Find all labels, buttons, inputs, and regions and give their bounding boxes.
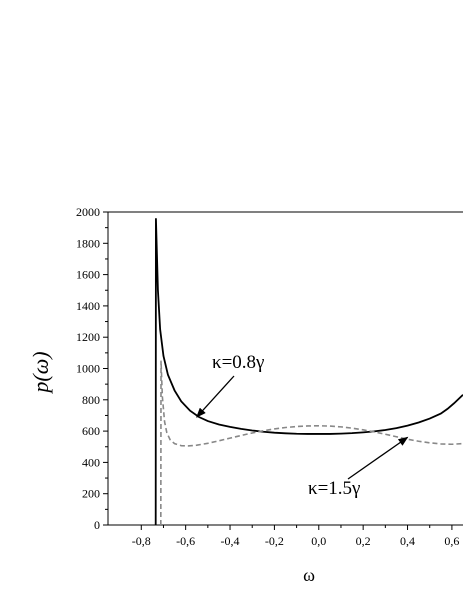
x-axis-title: ω [303,565,315,585]
y-tick-label: 1600 [76,268,100,282]
x-tick-label: 0,4 [400,534,415,548]
annotation-arrow [347,436,409,480]
y-tick-label: 1200 [76,330,100,344]
x-tick-label: -0,4 [221,534,240,548]
y-tick-label: 1800 [76,236,100,250]
x-axis: -0,8 -0,6 -0,4 -0,2 0,0 0,2 0,4 0,6 [132,525,459,548]
y-tick-label: 400 [82,455,100,469]
y-tick-label: 0 [94,518,100,532]
y-axis-title: p(ω) [28,351,53,394]
y-tick-label: 1400 [76,299,100,313]
y-tick-label: 600 [82,424,100,438]
x-tick-label: -0,2 [265,534,284,548]
y-tick-label: 800 [82,393,100,407]
y-tick-label: 200 [82,487,100,501]
x-tick-label: -0,8 [132,534,151,548]
series-line-kappa-0-8 [154,218,463,525]
annotation-kappa-1-5: κ=1.5γ [308,478,360,499]
annotations: κ=0.8γ κ=1.5γ [196,352,409,499]
annotation-arrow [196,375,235,418]
x-tick-label: 0,2 [356,534,371,548]
x-tick-label: -0,6 [176,534,195,548]
y-tick-label: 2000 [76,205,100,219]
x-tick-label: 0,6 [444,534,459,548]
y-tick-label: 1000 [76,362,100,376]
y-axis: 0 200 400 600 800 1000 1200 1400 1600 1800 2000 [76,205,108,532]
x-tick-label: 0,0 [311,534,326,548]
annotation-kappa-0-8: κ=0.8γ [212,352,264,373]
series-line-kappa-1-5 [160,360,463,525]
